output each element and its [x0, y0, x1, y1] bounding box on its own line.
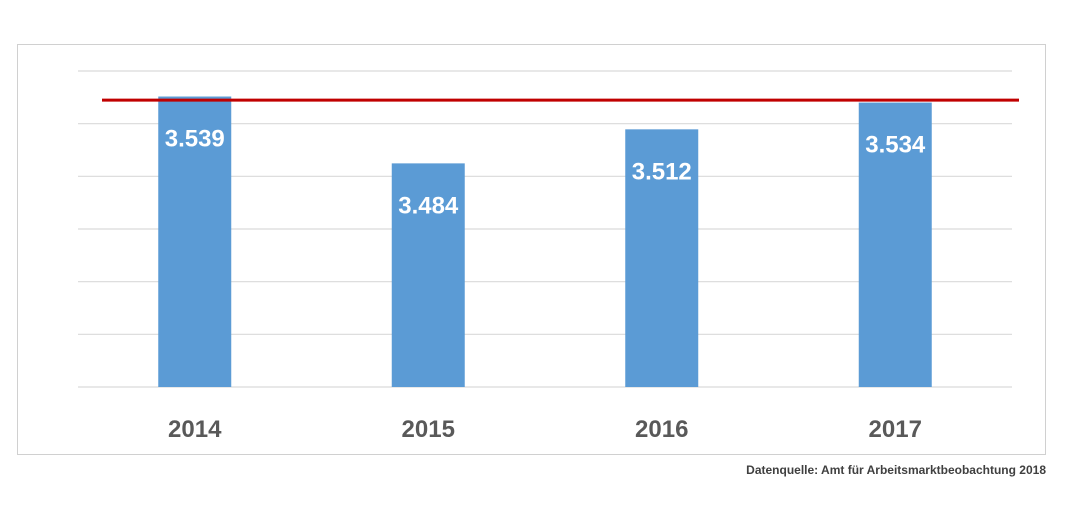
x-tick-label: 2015 [402, 416, 455, 443]
bar [158, 96, 232, 388]
bar [625, 129, 699, 388]
bar [858, 102, 932, 387]
x-tick-label: 2017 [869, 416, 922, 443]
x-tick-label: 2014 [168, 416, 222, 443]
x-tick-label: 2016 [635, 416, 688, 443]
source-note: Datenquelle: Amt für Arbeitsmarktbeobach… [746, 463, 1046, 477]
data-label: 3.534 [865, 132, 926, 159]
data-label: 3.484 [398, 192, 459, 219]
bar [391, 163, 465, 387]
data-label: 3.539 [165, 126, 225, 153]
data-label: 3.512 [632, 158, 692, 185]
